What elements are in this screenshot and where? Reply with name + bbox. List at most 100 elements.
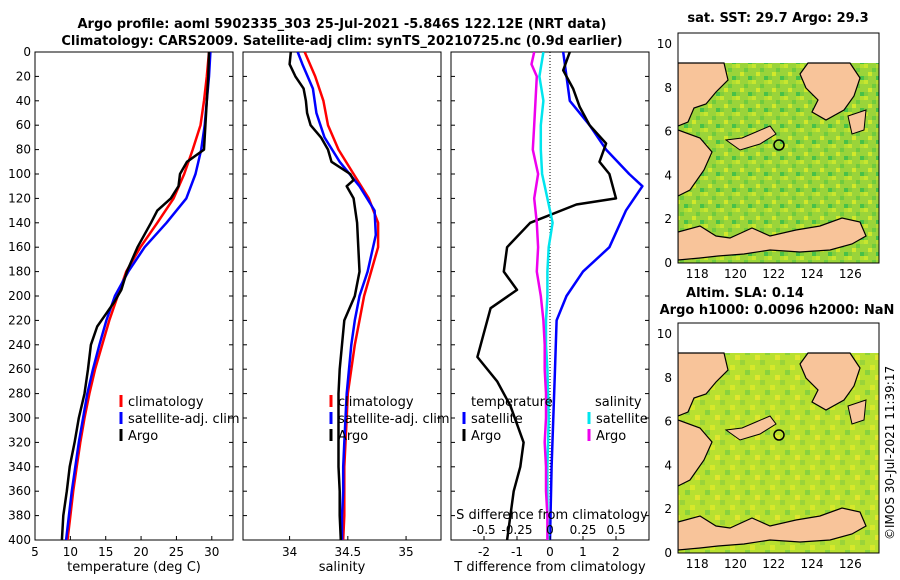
map-x-tick-label: 120 (724, 267, 747, 281)
land-west-coast (678, 129, 713, 197)
series-climatology (66, 52, 211, 540)
map-x-tick-label: 124 (801, 557, 824, 571)
y-tick-label: 120 (8, 191, 31, 205)
map-y-tick-label: 0 (664, 546, 672, 560)
y-tick-label: 400 (8, 533, 31, 547)
y-tick-label: 160 (8, 240, 31, 254)
axis-ticks: 5 10 15 20 25 30 34 34.5 35 -2 -1 0 1 202040608010012… (8, 37, 862, 571)
legend-s-satellite: satellite (596, 412, 648, 427)
map-y-tick-label: 10 (657, 37, 672, 51)
sdiff-tick-label: -0.25 (501, 523, 532, 537)
sla-map-subtitle: Argo h1000: 0.0096 h2000: NaN (660, 303, 895, 318)
x-tick-label: 25 (169, 545, 184, 559)
legend-s-argo: Argo (596, 429, 626, 444)
x-tick-label: 5 (31, 545, 39, 559)
map-x-tick-label: 126 (839, 557, 862, 571)
legend-climatology: climatology (128, 395, 204, 410)
argo-position-marker (773, 429, 785, 441)
y-tick-label: 140 (8, 216, 31, 230)
salinity-legend: climatology satellite-adj. clim Argo (329, 395, 450, 444)
sdiff-top-label: S difference from climatology (456, 508, 648, 523)
series-temperature-satellite (548, 52, 644, 540)
tdiff-xlabel: T difference from climatology (453, 560, 646, 575)
land-sulawesi-west (678, 62, 729, 127)
y-tick-label: 280 (8, 387, 31, 401)
map-y-tick-label: 6 (664, 125, 672, 139)
y-tick-label: 100 (8, 167, 31, 181)
land-island (847, 109, 867, 135)
legend-satellite: satellite-adj. clim (128, 412, 240, 427)
land-islands-middle (724, 125, 777, 151)
x-tick-label: 15 (98, 545, 113, 559)
x-tick-label: 34 (282, 545, 297, 559)
salinity-series (288, 52, 380, 540)
sla-map-frame (677, 322, 880, 554)
legend-salinity-header: salinity (595, 395, 642, 410)
legend-argo: Argo (128, 429, 158, 444)
legend-t-satellite: satellite (471, 412, 523, 427)
temperature-legend: climatology satellite-adj. clim Argo (119, 395, 240, 444)
y-tick-label: 220 (8, 313, 31, 327)
map-x-tick-label: 122 (762, 557, 785, 571)
y-tick-label: 60 (16, 118, 31, 132)
legend-climatology: climatology (338, 395, 414, 410)
map-x-tick-label: 120 (724, 557, 747, 571)
sla-map-title: Altim. SLA: 0.14 (686, 286, 804, 301)
temperature-xlabel: temperature (deg C) (67, 560, 201, 575)
difference-legend: temperature satellite Argo salinity sate… (462, 395, 648, 444)
y-tick-label: 260 (8, 362, 31, 376)
sdiff-tick-label: 0 (546, 523, 554, 537)
y-tick-label: 80 (16, 143, 31, 157)
sdiff-tick-label: -0.5 (472, 523, 495, 537)
x-tick-label: 1 (579, 545, 587, 559)
y-tick-label: 40 (16, 94, 31, 108)
map-y-tick-label: 4 (664, 458, 672, 472)
map-y-tick-label: 10 (657, 327, 672, 341)
sdiff-tick-label: 0.5 (606, 523, 625, 537)
map-y-tick-label: 2 (664, 212, 672, 226)
y-tick-label: 20 (16, 69, 31, 83)
series-salinity-argo (530, 52, 549, 540)
sla-map (678, 323, 879, 553)
land-west-coast (678, 419, 713, 487)
title-line-2: Climatology: CARS2009. Satellite-adj cli… (61, 34, 622, 49)
series-argo (60, 52, 211, 540)
y-tick-label: 360 (8, 484, 31, 498)
x-tick-label: 0 (546, 545, 554, 559)
land-flores (678, 217, 867, 261)
y-tick-label: 240 (8, 338, 31, 352)
series-salinity-satellite (538, 52, 554, 540)
map-x-tick-label: 126 (839, 267, 862, 281)
sst-map (678, 33, 879, 263)
difference-series (476, 52, 644, 540)
y-tick-label: 340 (8, 460, 31, 474)
y-tick-label: 180 (8, 265, 31, 279)
map-y-tick-label: 4 (664, 168, 672, 182)
x-tick-label: 20 (133, 545, 148, 559)
x-tick-label: 2 (612, 545, 620, 559)
map-y-tick-label: 2 (664, 502, 672, 516)
y-tick-label: 200 (8, 289, 31, 303)
series-argo (288, 52, 361, 540)
series-satellite-adj-clim (64, 52, 212, 540)
x-tick-label: 35 (398, 545, 413, 559)
x-tick-label: -2 (478, 545, 490, 559)
argo-position-marker (773, 139, 785, 151)
temperature-series (60, 52, 212, 540)
x-tick-label: 30 (204, 545, 219, 559)
land-sulawesi-east (799, 62, 861, 121)
temperature-panel-frame (34, 51, 234, 541)
sst-map-frame (677, 32, 880, 264)
series-satellite-adj-clim (296, 52, 378, 540)
land-flores (678, 507, 867, 551)
map-x-tick-label: 118 (686, 267, 709, 281)
y-tick-label: 320 (8, 435, 31, 449)
map-y-tick-label: 8 (664, 371, 672, 385)
land-islands-middle (724, 415, 777, 441)
sdiff-tick-label: 0.25 (570, 523, 597, 537)
series-temperature-argo (476, 52, 618, 540)
legend-satellite: satellite-adj. clim (338, 412, 450, 427)
x-tick-label: -1 (511, 545, 523, 559)
map-x-tick-label: 122 (762, 267, 785, 281)
